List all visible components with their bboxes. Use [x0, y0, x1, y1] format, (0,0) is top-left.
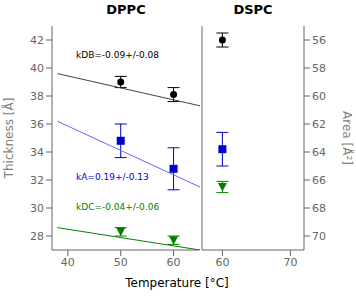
svg-text:38: 38: [30, 90, 44, 103]
html-text:Temperature [°C]: Temperature [°C]: [125, 276, 229, 290]
svg-text:Thickness [Å]: Thickness [Å]: [8, 98, 16, 180]
svg-text:28: 28: [30, 230, 44, 243]
html-text:DPPC: DPPC: [106, 2, 146, 17]
svg-text:34: 34: [30, 146, 44, 159]
svg-text:64: 64: [312, 146, 326, 159]
svg-text:30: 30: [30, 202, 44, 215]
svg-text:36: 36: [30, 118, 44, 131]
html-text:kDB=-0.09+/-0.08: kDB=-0.09+/-0.08: [76, 50, 159, 60]
svg-text:42: 42: [30, 34, 44, 47]
svg-text:60: 60: [215, 256, 229, 269]
svg-text:56: 56: [312, 34, 326, 47]
svg-text:50: 50: [114, 256, 128, 269]
svg-text:68: 68: [312, 202, 326, 215]
svg-text:70: 70: [283, 256, 297, 269]
svg-text:40: 40: [30, 62, 44, 75]
svg-text:Area [Å²]: Area [Å²]: [340, 111, 348, 165]
svg-text:60: 60: [312, 90, 326, 103]
svg-text:70: 70: [312, 230, 326, 243]
svg-text:60: 60: [167, 256, 181, 269]
html-text:kA=0.19+/-0.13: kA=0.19+/-0.13: [76, 172, 149, 182]
html-text:kDC=-0.04+/-0.06: kDC=-0.04+/-0.06: [76, 202, 160, 212]
svg-text:62: 62: [312, 118, 326, 131]
svg-text:58: 58: [312, 62, 326, 75]
svg-text:66: 66: [312, 174, 326, 187]
svg-text:40: 40: [61, 256, 75, 269]
html-text:DSPC: DSPC: [233, 2, 273, 17]
svg-text:32: 32: [30, 174, 44, 187]
